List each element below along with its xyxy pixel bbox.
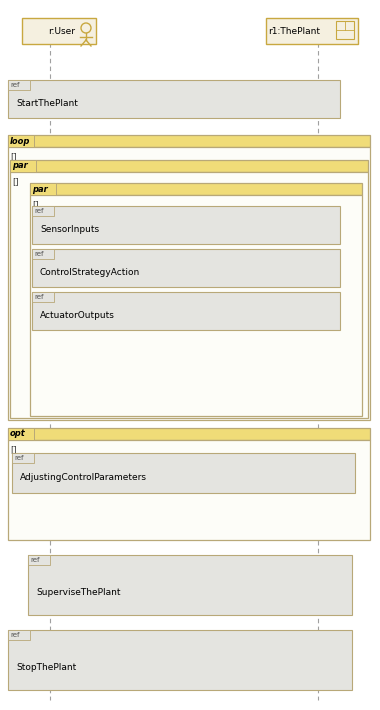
Text: par: par xyxy=(12,161,28,170)
Text: loop: loop xyxy=(10,136,30,146)
Text: ref: ref xyxy=(34,251,43,257)
Bar xyxy=(10,160,36,172)
Bar xyxy=(8,80,30,90)
Bar xyxy=(12,453,355,493)
Text: ControlStrategyAction: ControlStrategyAction xyxy=(40,268,140,277)
Text: ref: ref xyxy=(14,455,24,461)
Text: par: par xyxy=(32,185,48,194)
Bar xyxy=(8,440,370,540)
Bar xyxy=(32,292,54,302)
Bar xyxy=(32,292,340,330)
Text: []: [] xyxy=(12,178,19,187)
Text: []: [] xyxy=(32,200,39,209)
Bar xyxy=(8,80,340,118)
Bar xyxy=(8,147,370,420)
Bar xyxy=(32,249,54,259)
Text: opt: opt xyxy=(10,430,26,439)
Text: ref: ref xyxy=(34,208,43,214)
Bar xyxy=(32,206,54,216)
Text: ref: ref xyxy=(30,557,40,563)
Text: ref: ref xyxy=(34,294,43,300)
Bar xyxy=(8,135,370,147)
Text: StartThePlant: StartThePlant xyxy=(16,99,78,108)
Bar xyxy=(30,183,56,195)
Text: []: [] xyxy=(10,445,17,454)
Text: AdjustingControlParameters: AdjustingControlParameters xyxy=(20,474,147,482)
Bar xyxy=(8,135,34,147)
Text: SuperviseThePlant: SuperviseThePlant xyxy=(36,588,120,596)
Bar xyxy=(12,453,34,463)
Bar xyxy=(10,160,368,172)
Bar xyxy=(8,630,352,690)
Bar xyxy=(8,428,370,440)
Bar xyxy=(30,183,362,195)
Bar xyxy=(30,195,362,416)
Text: ActuatorOutputs: ActuatorOutputs xyxy=(40,311,115,320)
Bar xyxy=(8,428,34,440)
Bar xyxy=(336,21,354,39)
Bar xyxy=(8,630,30,640)
Bar xyxy=(22,18,96,44)
Bar xyxy=(266,18,358,44)
Text: r1:ThePlant: r1:ThePlant xyxy=(268,26,320,36)
Text: []: [] xyxy=(10,153,17,161)
Text: StopThePlant: StopThePlant xyxy=(16,662,76,672)
Text: r:User: r:User xyxy=(48,26,75,36)
Bar xyxy=(28,555,50,565)
Bar xyxy=(10,172,368,418)
Text: ref: ref xyxy=(10,82,19,88)
Bar xyxy=(32,249,340,287)
Text: ref: ref xyxy=(10,632,19,638)
Bar xyxy=(32,206,340,244)
Text: SensorInputs: SensorInputs xyxy=(40,225,99,234)
Bar xyxy=(28,555,352,615)
